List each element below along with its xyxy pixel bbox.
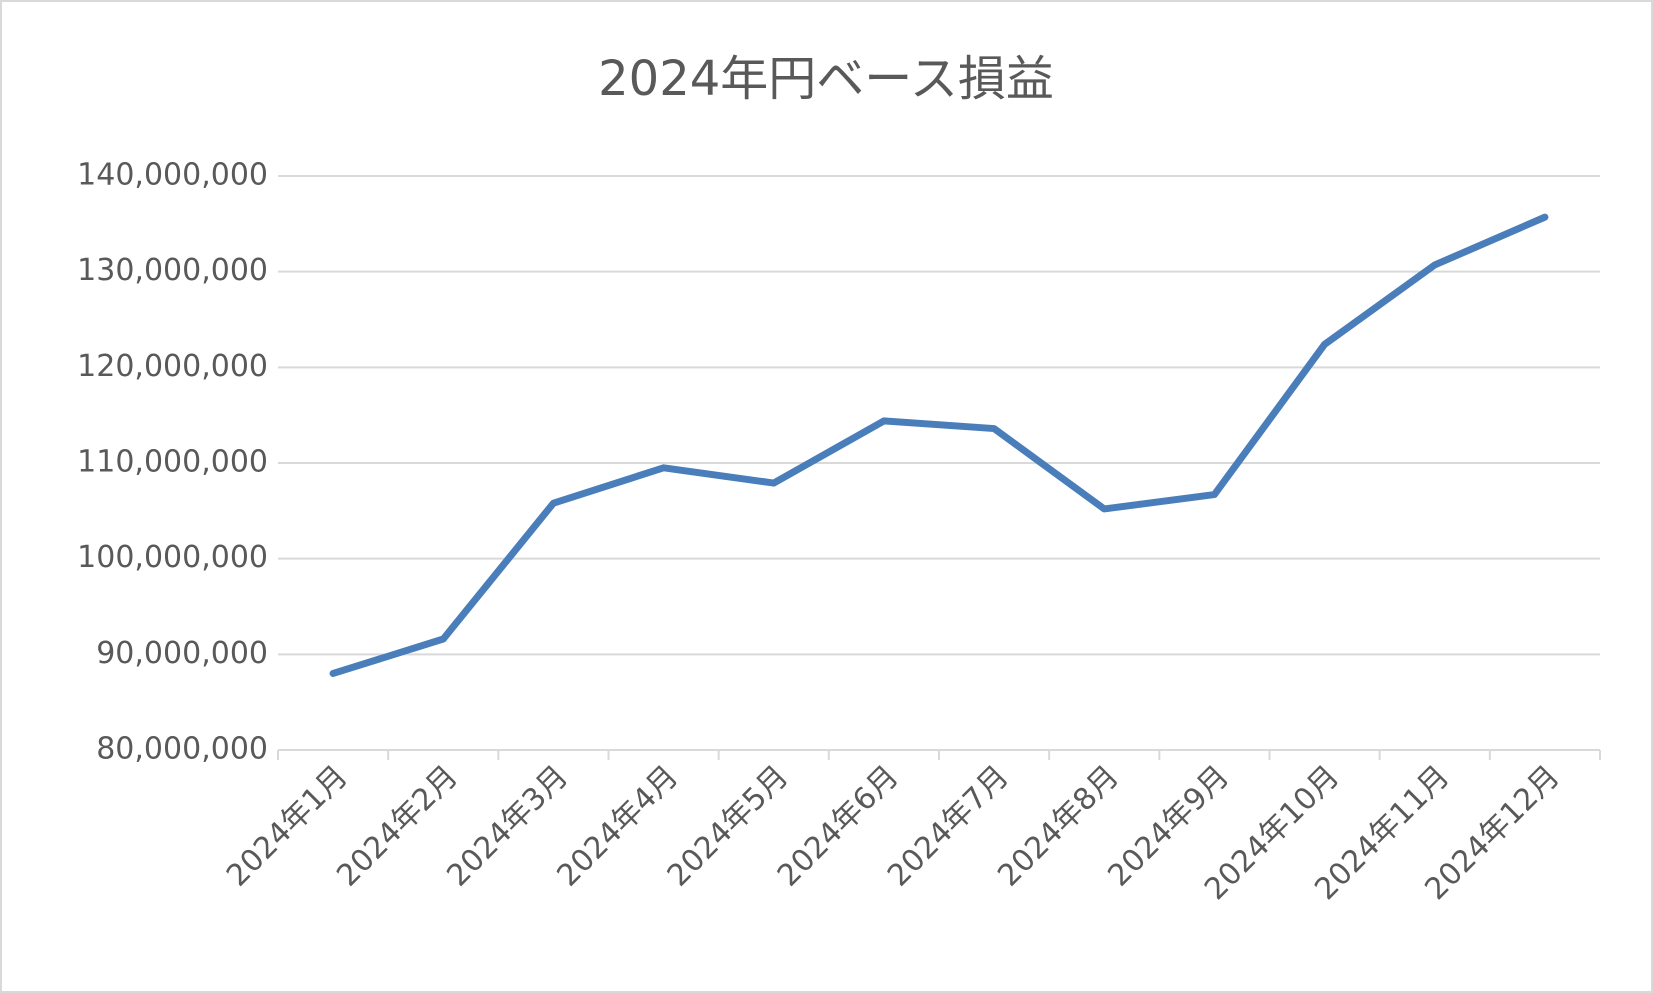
- chart-title: 2024年円ベース損益: [598, 51, 1054, 107]
- y-tick-label: 120,000,000: [77, 349, 268, 384]
- data-line: [329, 213, 1549, 677]
- y-tick-label: 80,000,000: [96, 732, 268, 767]
- y-tick-label: 130,000,000: [77, 253, 268, 288]
- y-tick-label: 140,000,000: [77, 158, 268, 193]
- y-tick-label: 100,000,000: [77, 540, 268, 575]
- y-tick-label: 90,000,000: [96, 636, 268, 671]
- y-tick-label: 110,000,000: [77, 445, 268, 480]
